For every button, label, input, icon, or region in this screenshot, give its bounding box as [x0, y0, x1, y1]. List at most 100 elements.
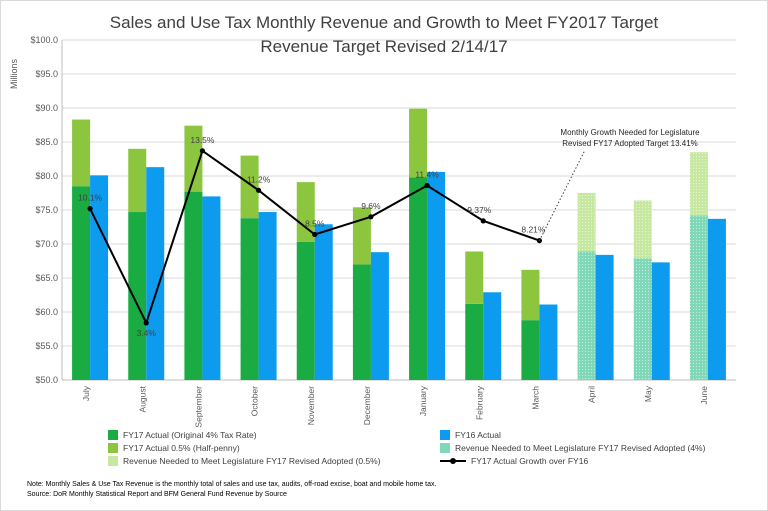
- bar-fy17-base: [72, 186, 91, 380]
- growth-point: [143, 320, 149, 326]
- bar-fy17-half: [72, 119, 91, 187]
- bar-needed-base: [577, 251, 596, 380]
- bar-fy17-base: [465, 303, 484, 380]
- growth-label: 9.37%: [467, 205, 492, 215]
- growth-label: 11.2%: [247, 174, 271, 184]
- y-tick-label: $65.0: [35, 273, 58, 283]
- bar-fy16: [314, 224, 333, 380]
- bar-fy17-half: [128, 148, 147, 213]
- legend-label: FY17 Actual 0.5% (Half-penny): [123, 443, 240, 453]
- growth-point: [255, 187, 262, 193]
- bar-fy16: [370, 252, 389, 380]
- x-tick-label: April: [587, 386, 597, 403]
- growth-point: [368, 214, 374, 220]
- growth-label: 8.5%: [305, 218, 325, 228]
- legend-swatch-needed-base: [440, 443, 450, 453]
- source-note: Source: DoR Monthly Statistical Report a…: [27, 491, 287, 498]
- growth-point: [424, 182, 430, 189]
- growth-label: 10.1%: [78, 193, 103, 203]
- bar-fy16: [146, 167, 165, 380]
- legend-label: Revenue Needed to Meet Legislature FY17 …: [455, 443, 706, 453]
- bar-fy17-base: [240, 218, 259, 380]
- bar-needed-half: [633, 200, 652, 259]
- y-tick-label: $70.0: [35, 239, 58, 249]
- bar-needed-half: [689, 152, 708, 216]
- y-tick-label: $90.0: [35, 103, 58, 113]
- y-tick-label: $75.0: [35, 205, 58, 215]
- x-tick-label: March: [530, 386, 540, 410]
- growth-label: 11.4%: [415, 170, 439, 180]
- annotation-text: Revised FY17 Adopted Target 13.41%: [562, 139, 698, 148]
- growth-point: [312, 231, 318, 238]
- x-tick-label: December: [362, 386, 372, 425]
- legend-item-fy16: FY16 Actual: [440, 430, 501, 440]
- bar-fy17-base: [352, 264, 371, 380]
- legend-label: FY17 Actual (Original 4% Tax Rate): [123, 430, 257, 440]
- legend-swatch-fy17-half: [108, 443, 118, 453]
- y-tick-label: $55.0: [35, 341, 58, 351]
- bar-fy16: [90, 175, 109, 380]
- x-tick-label: August: [137, 385, 147, 412]
- bar-fy16: [427, 171, 446, 380]
- bar-fy17-base: [296, 241, 315, 380]
- bar-needed-base: [689, 215, 708, 380]
- bar-fy17-half: [240, 155, 259, 219]
- bar-fy16: [483, 292, 502, 380]
- bar-fy17-base: [184, 191, 203, 380]
- bar-fy17-half: [521, 269, 540, 321]
- x-tick-label: January: [418, 385, 428, 416]
- chart-title: Sales and Use Tax Monthly Revenue and Gr…: [109, 13, 659, 32]
- y-tick-label: $80.0: [35, 171, 58, 181]
- x-tick-label: October: [250, 386, 260, 416]
- legend-item-needed-base: Revenue Needed to Meet Legislature FY17 …: [440, 443, 705, 453]
- bar-fy16: [539, 304, 558, 380]
- bar-fy16: [707, 218, 726, 380]
- y-tick-label: $85.0: [35, 137, 58, 147]
- growth-point: [480, 218, 486, 224]
- legend-label: FY17 Actual Growth over FY16: [471, 456, 589, 466]
- growth-label: 9.6%: [361, 201, 381, 211]
- bar-fy16: [651, 262, 670, 380]
- bar-fy16: [258, 212, 277, 380]
- x-tick-label: May: [643, 385, 653, 402]
- y-axis-label: Millions: [9, 59, 19, 90]
- growth-label: 8.21%: [521, 225, 546, 235]
- legend-item-fy17-half: FY17 Actual 0.5% (Half-penny): [108, 443, 240, 453]
- bar-fy16: [595, 254, 614, 380]
- x-tick-label: September: [193, 386, 203, 428]
- bar-fy17-base: [521, 320, 540, 380]
- chart-subtitle: Revenue Target Revised 2/14/17: [260, 37, 508, 56]
- legend-item-fy17-base: FY17 Actual (Original 4% Tax Rate): [108, 430, 257, 440]
- bar-needed-half: [577, 193, 596, 252]
- annotation-text: Monthly Growth Needed for Legislature: [560, 128, 700, 137]
- legend-item-growth-line: FY17 Actual Growth over FY16: [440, 456, 588, 466]
- bar-fy17-half: [409, 108, 428, 178]
- x-tick-label: June: [699, 386, 709, 405]
- y-tick-label: $50.0: [35, 375, 58, 385]
- bar-fy17-base: [128, 212, 147, 380]
- bar-fy16: [202, 196, 221, 380]
- legend-swatch-fy16: [440, 430, 450, 440]
- legend-swatch-needed-half: [108, 456, 118, 466]
- growth-point: [199, 148, 206, 154]
- legend-label: Revenue Needed to Meet Legislature FY17 …: [123, 456, 381, 466]
- bar-fy17-base: [409, 177, 428, 380]
- legend-item-needed-half: Revenue Needed to Meet Legislature FY17 …: [108, 456, 381, 466]
- legend-label: FY16 Actual: [455, 430, 501, 440]
- annotation-connector: [538, 149, 586, 241]
- growth-label: 3.4%: [137, 328, 157, 338]
- legend-swatch-fy17-base: [108, 430, 118, 440]
- bar-needed-base: [633, 258, 652, 380]
- y-tick-label: $60.0: [35, 307, 58, 317]
- legend-swatch-growth-line: [440, 456, 466, 466]
- y-tick-label: $100.0: [30, 35, 58, 45]
- bar-fy17-half: [352, 207, 371, 265]
- bar-fy17-half: [465, 251, 484, 304]
- x-tick-label: July: [81, 385, 91, 401]
- footnote: Note: Monthly Sales & Use Tax Revenue is…: [27, 481, 437, 488]
- x-tick-label: February: [474, 385, 484, 420]
- bar-fy17-half: [296, 182, 315, 242]
- growth-label: 13.5%: [190, 135, 215, 145]
- x-tick-label: November: [306, 386, 316, 425]
- bar-fy17-half: [184, 125, 203, 192]
